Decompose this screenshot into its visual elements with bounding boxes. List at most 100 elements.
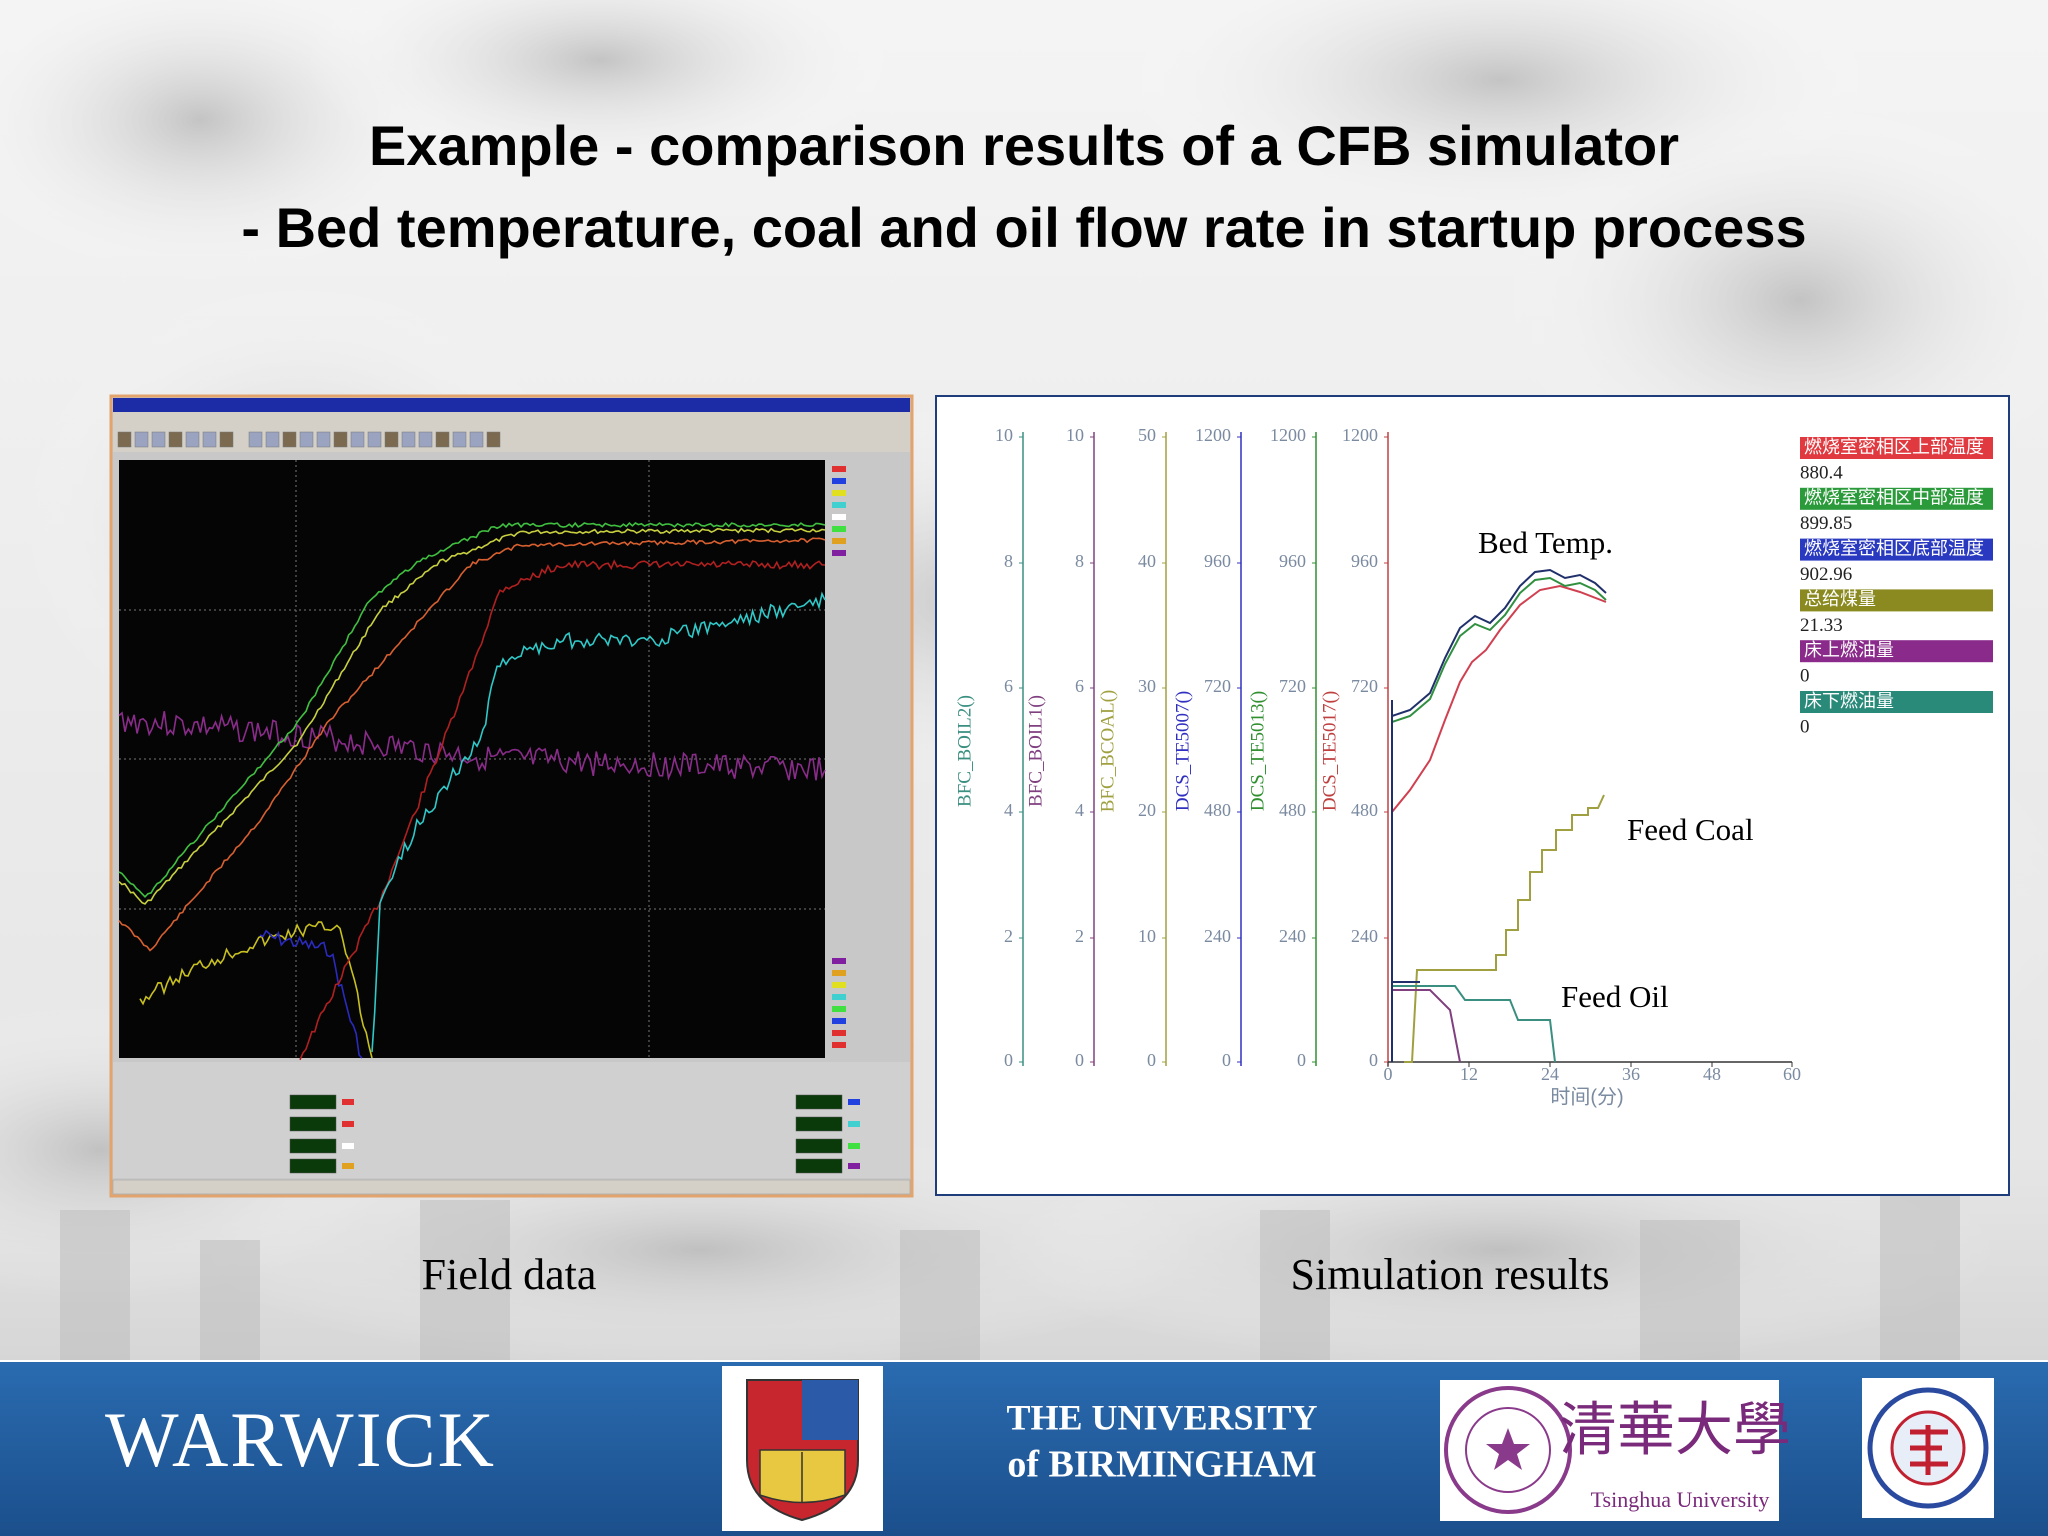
axis-tick-label: 0 [1147, 1050, 1156, 1070]
trend-curve [118, 537, 826, 952]
toolbar [113, 428, 910, 452]
building [420, 1200, 510, 1360]
sim-curve [1391, 568, 1607, 717]
legend-swatch [832, 514, 846, 520]
axis-tick-label: 20 [1138, 800, 1156, 820]
readout-color [342, 1143, 354, 1149]
legend-name: 燃烧室密相区底部温度 [1804, 538, 1984, 558]
title: Example - comparison results of a CFB si… [241, 114, 1806, 259]
warwick-logo: WARWICK [105, 1396, 496, 1483]
lcd-readout [289, 1158, 337, 1174]
axis-tick-label: 50 [1138, 425, 1156, 445]
axis-tick-label: 40 [1138, 551, 1156, 571]
annotation: Feed Oil [1561, 979, 1669, 1014]
axis-tick-label: 1200 [1195, 425, 1231, 445]
tsinghua-seal-inner [1465, 1407, 1551, 1493]
legend-swatch [832, 466, 846, 472]
legend-box [1800, 640, 1993, 663]
sim-curve [1391, 576, 1607, 723]
emblem-mark [1910, 1425, 1948, 1475]
axis-tick-label: 0 [1297, 1050, 1306, 1070]
toolbar-button [202, 431, 217, 448]
readout-color [848, 1163, 860, 1169]
toolbar-button [316, 431, 331, 448]
legend-swatch [832, 1006, 846, 1012]
sim-curve [1404, 794, 1605, 1063]
title-line: - Bed temperature, coal and oil flow rat… [241, 196, 1806, 259]
toolbar-button [333, 431, 348, 448]
lcd-readout [795, 1138, 843, 1154]
axis-tick-label: 240 [1204, 926, 1231, 946]
plot-area [119, 460, 825, 1058]
legend-box [1800, 538, 1993, 561]
readout-color [848, 1121, 860, 1127]
lcd-readout [795, 1094, 843, 1110]
axis-tick-label: 8 [1004, 551, 1013, 571]
x-tick-label: 0 [1384, 1064, 1393, 1084]
trend-curve [371, 591, 826, 1053]
trend-curve [118, 711, 826, 781]
toolbar-button [401, 431, 416, 448]
trend-curve [118, 521, 826, 898]
tsinghua-english: Tsinghua University [1591, 1487, 1770, 1512]
legend-box [1800, 691, 1993, 713]
axis-tick-label: 960 [1204, 551, 1231, 571]
axis-tick-label: 720 [1279, 676, 1306, 696]
toolbar-button [282, 431, 297, 448]
trend-curve [259, 929, 363, 1059]
legend-swatch [832, 994, 846, 1000]
lcd-readout [795, 1116, 843, 1132]
tsinghua-star [1486, 1428, 1530, 1470]
annotation: Bed Temp. [1478, 525, 1613, 560]
building [900, 1230, 980, 1360]
x-tick-label: 12 [1460, 1064, 1478, 1084]
legend-value: 0 [1800, 716, 1810, 737]
axis-tick-label: 960 [1279, 551, 1306, 571]
legend-swatch [832, 970, 846, 976]
legend-value: 21.33 [1800, 615, 1843, 636]
toolbar-button [219, 431, 234, 448]
axis-label: BFC_BOIL2() [954, 695, 975, 807]
title-bar [113, 398, 910, 412]
legend-box [1800, 487, 1993, 510]
axis-tick-label: 0 [1004, 1050, 1013, 1070]
readout-color [342, 1163, 354, 1169]
legend-swatch [832, 1030, 846, 1036]
axis-tick-label: 480 [1351, 800, 1378, 820]
toolbar-button [452, 431, 467, 448]
building [200, 1240, 260, 1360]
legend-box [1800, 437, 1993, 459]
trend-curve [139, 921, 373, 1059]
x-tick-label: 36 [1622, 1064, 1640, 1084]
field-data-window [109, 394, 914, 1198]
axis-tick-label: 720 [1351, 676, 1378, 696]
legend-box [1800, 589, 1993, 612]
sim-curve [1392, 985, 1556, 1063]
axis-tick-label: 720 [1204, 676, 1231, 696]
crest-quarter [802, 1380, 858, 1440]
legend-value: 902.96 [1800, 564, 1852, 585]
toolbar-button [367, 431, 382, 448]
lcd-readout [795, 1158, 843, 1174]
axis-tick-label: 10 [1066, 425, 1084, 445]
simulation-chart: 1086420BFC_BOIL2()1086420BFC_BOIL1()5040… [935, 395, 2010, 1196]
axis-tick-label: 240 [1351, 926, 1378, 946]
axis-tick-label: 6 [1004, 676, 1013, 696]
axis-tick-label: 0 [1369, 1050, 1378, 1070]
legend-swatch [832, 478, 846, 484]
legend-swatch [832, 538, 846, 544]
axis-tick-label: 2 [1004, 926, 1013, 946]
toolbar-button [117, 431, 132, 448]
axis-tick-label: 4 [1004, 800, 1013, 820]
legend-name: 总给煤量 [1804, 589, 1876, 609]
readout-color [342, 1121, 354, 1127]
axis-tick-label: 10 [995, 425, 1013, 445]
legend-value: 0 [1800, 666, 1810, 687]
lcd-readout [289, 1138, 337, 1154]
axis-tick-label: 0 [1075, 1050, 1084, 1070]
annotation: Feed Coal [1627, 812, 1754, 847]
status-panel [113, 1062, 910, 1178]
emblem-ring [1867, 1387, 1989, 1509]
x-axis-label: 时间(分) [1550, 1085, 1623, 1108]
